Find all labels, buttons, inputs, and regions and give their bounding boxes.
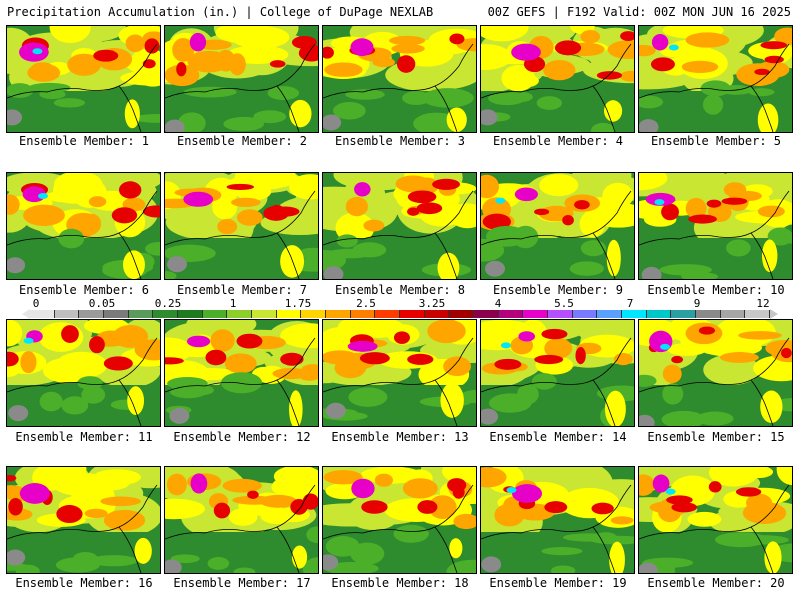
- ensemble-member-label: Ensemble Member: 4: [492, 134, 624, 148]
- colorbar-swatch: [227, 310, 253, 318]
- ensemble-map-8: [322, 172, 477, 280]
- colorbar-swatch: [720, 310, 746, 318]
- colorbar-swatch: [350, 310, 376, 318]
- ensemble-map-10: [638, 172, 793, 280]
- colorbar-tick-label: 0.05: [88, 297, 116, 310]
- ensemble-member-label: Ensemble Member: 14: [489, 430, 627, 444]
- colorbar-swatch: [424, 310, 450, 318]
- ensemble-member-label: Ensemble Member: 18: [331, 576, 469, 590]
- ensemble-member-label: Ensemble Member: 10: [647, 283, 785, 297]
- ensemble-map-15: [638, 319, 793, 427]
- ensemble-map-14: [480, 319, 635, 427]
- ensemble-map-13: [322, 319, 477, 427]
- colorbar-swatch: [54, 310, 80, 318]
- ensemble-map-3: [322, 25, 477, 133]
- ensemble-member-label: Ensemble Member: 15: [647, 430, 785, 444]
- colorbar-swatch: [252, 310, 277, 318]
- colorbar-tick-label: 3.25: [418, 297, 446, 310]
- colorbar-swatch: [498, 310, 524, 318]
- ensemble-member-label: Ensemble Member: 9: [492, 283, 624, 297]
- colorbar-swatch: [202, 310, 228, 318]
- colorbar-tick-label: 4: [494, 297, 502, 310]
- colorbar-swatch: [301, 310, 327, 318]
- ensemble-map-4: [480, 25, 635, 133]
- ensemble-member-label: Ensemble Member: 6: [18, 283, 150, 297]
- colorbar-left-arrow: [22, 309, 30, 319]
- ensemble-map-1: [6, 25, 161, 133]
- colorbar-swatch: [104, 310, 129, 318]
- colorbar-tick-label: 1: [229, 297, 237, 310]
- ensemble-member-label: Ensemble Member: 2: [176, 134, 308, 148]
- ensemble-member-label: Ensemble Member: 16: [15, 576, 153, 590]
- colorbar-tick-label: 9: [693, 297, 701, 310]
- chart-title: Precipitation Accumulation (in.) | Colle…: [7, 5, 434, 19]
- ensemble-map-18: [322, 466, 477, 574]
- ensemble-member-label: Ensemble Member: 8: [334, 283, 466, 297]
- ensemble-member-label: Ensemble Member: 5: [650, 134, 782, 148]
- ensemble-map-20: [638, 466, 793, 574]
- colorbar-tick-label: 2.5: [356, 297, 376, 310]
- colorbar-swatch: [474, 310, 499, 318]
- colorbar-swatch: [128, 310, 154, 318]
- colorbar-swatch: [400, 310, 425, 318]
- ensemble-map-12: [164, 319, 319, 427]
- colorbar-swatch: [548, 310, 573, 318]
- ensemble-map-16: [6, 466, 161, 574]
- colorbar-swatch: [375, 310, 401, 318]
- ensemble-member-label: Ensemble Member: 12: [173, 430, 311, 444]
- colorbar-swatch: [572, 310, 598, 318]
- colorbar-swatch: [671, 310, 697, 318]
- colorbar: [30, 310, 771, 318]
- colorbar-tick-label: 1.75: [284, 297, 312, 310]
- colorbar-labels: 0 0.05 0.25 1 1.75 2.5 3.25 4 5.5 7 9 12: [0, 297, 800, 310]
- ensemble-member-label: Ensemble Member: 17: [173, 576, 311, 590]
- ensemble-member-label: Ensemble Member: 20: [647, 576, 785, 590]
- colorbar-swatch: [745, 310, 771, 318]
- colorbar-swatch: [696, 310, 721, 318]
- ensemble-map-11: [6, 319, 161, 427]
- colorbar-swatch: [449, 310, 475, 318]
- ensemble-map-17: [164, 466, 319, 574]
- colorbar-swatch: [523, 310, 549, 318]
- colorbar-swatch: [326, 310, 351, 318]
- colorbar-tick-label: 7: [626, 297, 634, 310]
- colorbar-tick-label: 12: [756, 297, 770, 310]
- colorbar-swatch: [646, 310, 672, 318]
- ensemble-map-9: [480, 172, 635, 280]
- ensemble-map-2: [164, 25, 319, 133]
- colorbar-swatch: [178, 310, 203, 318]
- ensemble-map-7: [164, 172, 319, 280]
- ensemble-member-label: Ensemble Member: 19: [489, 576, 627, 590]
- ensemble-map-5: [638, 25, 793, 133]
- ensemble-map-19: [480, 466, 635, 574]
- colorbar-swatch: [79, 310, 105, 318]
- ensemble-member-label: Ensemble Member: 7: [176, 283, 308, 297]
- ensemble-member-label: Ensemble Member: 3: [334, 134, 466, 148]
- ensemble-member-label: Ensemble Member: 11: [15, 430, 153, 444]
- ensemble-member-label: Ensemble Member: 1: [18, 134, 150, 148]
- ensemble-map-6: [6, 172, 161, 280]
- colorbar-tick-label: 0.25: [154, 297, 182, 310]
- colorbar-swatch: [153, 310, 179, 318]
- colorbar-swatch: [30, 310, 55, 318]
- colorbar-tick-label: 0: [32, 297, 40, 310]
- ensemble-member-label: Ensemble Member: 13: [331, 430, 469, 444]
- colorbar-right-arrow: [770, 309, 778, 319]
- colorbar-swatch: [597, 310, 623, 318]
- colorbar-swatch: [276, 310, 302, 318]
- colorbar-tick-label: 5.5: [554, 297, 574, 310]
- colorbar-swatch: [622, 310, 647, 318]
- valid-time: 00Z GEFS | F192 Valid: 00Z MON JUN 16 20…: [487, 5, 791, 19]
